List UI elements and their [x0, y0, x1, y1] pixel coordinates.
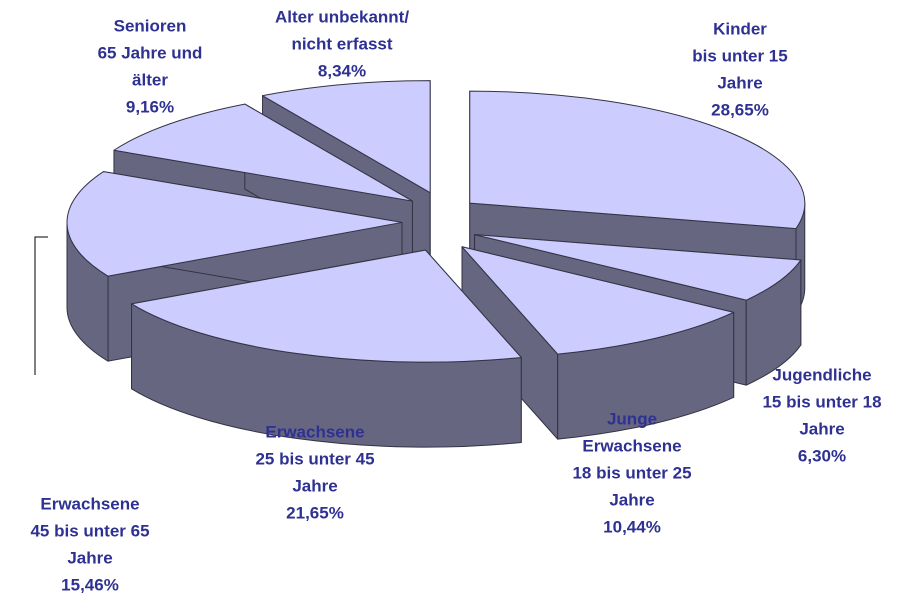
- leader-line: [34, 236, 48, 375]
- slice: [461, 246, 735, 440]
- value-label: 21,65%: [286, 503, 344, 522]
- slice-label: nicht erfasst: [291, 34, 392, 53]
- slice-label: Kinder: [713, 19, 767, 38]
- slice-label: 15 bis unter 18: [762, 392, 881, 411]
- slice-label: Senioren: [114, 16, 187, 35]
- slice-label: Alter unbekannt/: [275, 7, 409, 26]
- slice-label: Erwachsene: [40, 494, 139, 513]
- slice-top: [461, 246, 735, 355]
- slice-top: [66, 171, 403, 277]
- slice-label: Jahre: [292, 476, 337, 495]
- slice-label: 25 bis unter 45: [255, 449, 374, 468]
- value-label: 9,16%: [126, 97, 174, 116]
- slice-label: 18 bis unter 25: [572, 463, 691, 482]
- slice-label: älter: [132, 70, 168, 89]
- slice-label: Jahre: [67, 548, 112, 567]
- slice-top: [262, 80, 431, 194]
- slice-label: Erwachsene: [582, 436, 681, 455]
- slice-label: Junge: [607, 409, 657, 428]
- slice-top: [113, 103, 413, 202]
- slice-top: [469, 90, 806, 230]
- value-label: 15,46%: [61, 575, 119, 594]
- slice-label: Erwachsene: [265, 422, 364, 441]
- slice-label: Jahre: [799, 419, 844, 438]
- slice-label: Jugendliche: [772, 365, 871, 384]
- value-label: 8,34%: [318, 61, 366, 80]
- slice-top: [131, 249, 522, 363]
- slice: [131, 249, 522, 448]
- slice-label: bis unter 15: [692, 46, 787, 65]
- value-label: 28,65%: [711, 100, 769, 119]
- slice-label: 65 Jahre und: [98, 43, 203, 62]
- slice-top: [474, 234, 802, 301]
- slice-label: Jahre: [717, 73, 762, 92]
- slice-label: 45 bis unter 65: [30, 521, 149, 540]
- value-label: 10,44%: [603, 517, 661, 536]
- slice-label: Jahre: [609, 490, 654, 509]
- value-label: 6,30%: [798, 446, 846, 465]
